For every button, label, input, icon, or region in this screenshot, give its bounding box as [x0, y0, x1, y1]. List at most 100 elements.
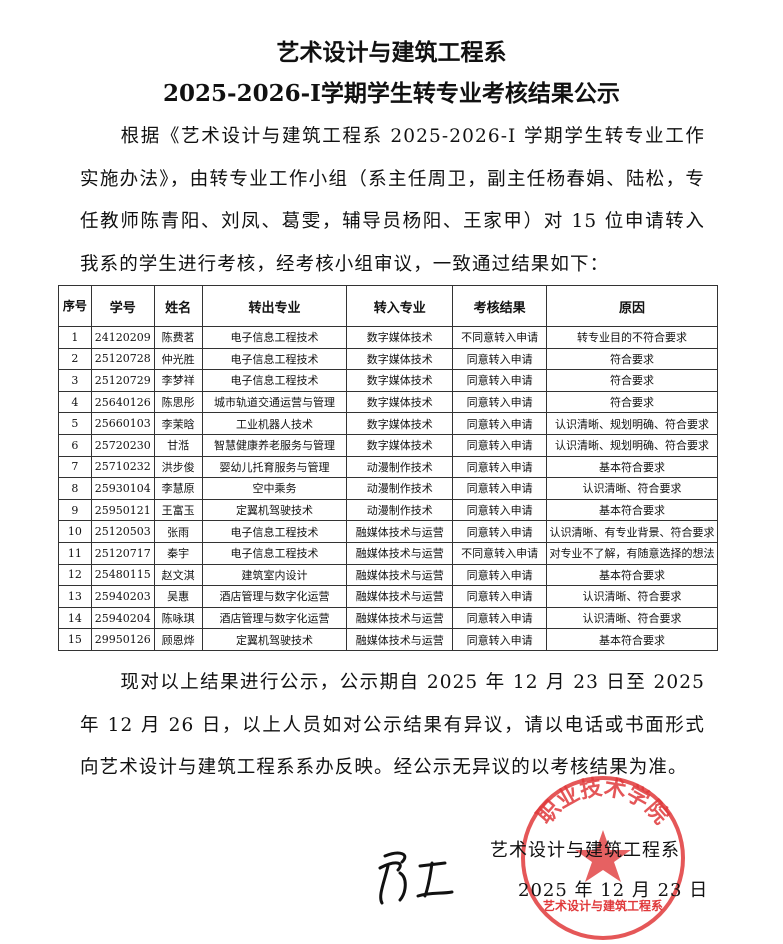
table-cell: 10	[58, 520, 92, 543]
handwritten-signature	[378, 851, 454, 905]
seal-text-bottom: 艺术设计与建筑工程系	[543, 898, 663, 913]
table-cell: 基本符合要求	[546, 563, 718, 587]
table-cell: 同意转入申请	[452, 433, 548, 457]
table-row: 12 25480115 赵文淇 建筑室内设计 融媒体技术与运营 同意转入申请 基本符合要求	[58, 563, 718, 587]
table-cell: 25480115	[90, 563, 155, 587]
results-table: 序号 学号 姓名 转出专业 转入专业 考核结果 原因 1 24120209 陈费茗 电子信息工程技…	[58, 285, 718, 651]
signature-date: 2025 年 12 月 23 日	[518, 880, 709, 901]
table-row: 10 25120503 张雨 电子信息工程技术 融媒体技术与运营 同意转入申请 认识清晰、有…	[58, 520, 718, 543]
column-header: 转出专业	[201, 285, 348, 327]
signature-org: 艺术设计与建筑工程系	[490, 840, 680, 861]
table-cell: 认识清晰、规划明确、符合要求	[546, 433, 718, 457]
table-cell: 14	[58, 606, 92, 630]
table-cell: 同意转入申请	[452, 455, 548, 479]
table-cell: 融媒体技术与运营	[346, 585, 454, 608]
table-cell: 同意转入申请	[452, 520, 548, 543]
table-cell: 李茉晗	[153, 412, 203, 435]
table-row: 5 25660103 李茉晗 工业机器人技术 数字媒体技术 同意转入申请 认识清晰、规划明确…	[58, 412, 718, 435]
table-cell: 基本符合要求	[546, 455, 718, 479]
table-cell: 25660103	[90, 412, 155, 435]
table-cell: 25720230	[90, 433, 155, 457]
table-cell: 25930104	[90, 477, 155, 500]
title-line-1: 艺术设计与建筑工程系	[276, 39, 507, 66]
table-cell: 数字媒体技术	[346, 347, 454, 371]
table-cell: 王富玉	[153, 498, 203, 522]
table-cell: 李慧原	[153, 477, 203, 500]
table-cell: 25120729	[90, 369, 155, 392]
table-cell: 11	[58, 541, 92, 565]
table-cell: 秦宇	[153, 541, 203, 565]
table-cell: 空中乘务	[201, 477, 348, 500]
table-cell: 定翼机驾驶技术	[201, 498, 348, 522]
column-header: 学号	[90, 285, 155, 327]
table-cell: 同意转入申请	[452, 563, 548, 587]
table-cell: 融媒体技术与运营	[346, 628, 454, 651]
table-cell: 12	[58, 563, 92, 587]
table-cell: 顾恩烨	[153, 628, 203, 651]
table-cell: 数字媒体技术	[346, 412, 454, 435]
table-cell: 动漫制作技术	[346, 455, 454, 479]
column-header: 原因	[546, 285, 718, 327]
table-cell: 认识清晰、规划明确、符合要求	[546, 412, 718, 435]
closing-paragraph: 现对以上结果进行公示，公示期自 2025 年 12 月 23 日至 2025 年…	[80, 662, 705, 790]
official-seal: 职业技术学院 艺术设计与建筑工程系	[521, 774, 685, 940]
table-cell: 1	[58, 326, 92, 349]
column-header: 考核结果	[452, 285, 548, 327]
table-cell: 工业机器人技术	[201, 412, 348, 435]
table-cell: 吴惠	[153, 585, 203, 608]
table-cell: 电子信息工程技术	[201, 347, 348, 371]
table-row: 2 25120728 仲光胜 电子信息工程技术 数字媒体技术 同意转入申请 符合要求	[58, 347, 718, 371]
svg-text:职业技术学院: 职业技术学院	[532, 774, 674, 829]
table-cell: 电子信息工程技术	[201, 369, 348, 392]
table-row: 11 25120717 秦宇 电子信息工程技术 融媒体技术与运营 不同意转入申请 对专业不了…	[58, 541, 718, 565]
table-cell: 25940204	[90, 606, 155, 630]
table-cell: 陈思彤	[153, 390, 203, 414]
table-cell: 陈咏琪	[153, 606, 203, 630]
table-cell: 7	[58, 455, 92, 479]
table-cell: 数字媒体技术	[346, 369, 454, 392]
table-cell: 数字媒体技术	[346, 326, 454, 349]
table-cell: 6	[58, 433, 92, 457]
table-cell: 数字媒体技术	[346, 433, 454, 457]
table-cell: 电子信息工程技术	[201, 326, 348, 349]
table-row: 6 25720230 甘湉 智慧健康养老服务与管理 数字媒体技术 同意转入申请 认识清晰、规…	[58, 433, 718, 457]
table-cell: 25120728	[90, 347, 155, 371]
column-header: 序号	[58, 285, 92, 327]
table-cell: 同意转入申请	[452, 369, 548, 392]
table-cell: 同意转入申请	[452, 498, 548, 522]
table-cell: 符合要求	[546, 369, 718, 392]
table-cell: 张雨	[153, 520, 203, 543]
table-cell: 对专业不了解，有随意选择的想法	[546, 541, 718, 565]
table-cell: 同意转入申请	[452, 412, 548, 435]
intro-paragraph: 根据《艺术设计与建筑工程系 2025-2026-I 学期学生转专业工作实施办法》…	[80, 116, 705, 286]
table-cell: 2	[58, 347, 92, 371]
table-cell: 9	[58, 498, 92, 522]
table-cell: 陈费茗	[153, 326, 203, 349]
table-cell: 融媒体技术与运营	[346, 520, 454, 543]
table-cell: 同意转入申请	[452, 477, 548, 500]
table-cell: 李梦祥	[153, 369, 203, 392]
table-row: 1 24120209 陈费茗 电子信息工程技术 数字媒体技术 不同意转入申请 转专业目的不符…	[58, 326, 718, 349]
table-cell: 智慧健康养老服务与管理	[201, 433, 348, 457]
table-cell: 同意转入申请	[452, 628, 548, 651]
table-cell: 认识清晰、符合要求	[546, 606, 718, 630]
table-cell: 认识清晰、有专业背景、符合要求	[546, 520, 718, 543]
table-cell: 仲光胜	[153, 347, 203, 371]
table-cell: 婴幼儿托育服务与管理	[201, 455, 348, 479]
table-cell: 认识清晰、符合要求	[546, 585, 718, 608]
table-cell: 建筑室内设计	[201, 563, 348, 587]
table-cell: 同意转入申请	[452, 347, 548, 371]
table-cell: 25120717	[90, 541, 155, 565]
table-cell: 25940203	[90, 585, 155, 608]
table-cell: 3	[58, 369, 92, 392]
table-cell: 转专业目的不符合要求	[546, 326, 718, 349]
column-header: 转入专业	[346, 285, 454, 327]
table-row: 7 25710232 洪步俊 婴幼儿托育服务与管理 动漫制作技术 同意转入申请 基本符合要求	[58, 455, 718, 479]
table-cell: 4	[58, 390, 92, 414]
table-cell: 赵文淇	[153, 563, 203, 587]
table-cell: 定翼机驾驶技术	[201, 628, 348, 651]
table-cell: 洪步俊	[153, 455, 203, 479]
table-cell: 25950121	[90, 498, 155, 522]
table-cell: 电子信息工程技术	[201, 520, 348, 543]
